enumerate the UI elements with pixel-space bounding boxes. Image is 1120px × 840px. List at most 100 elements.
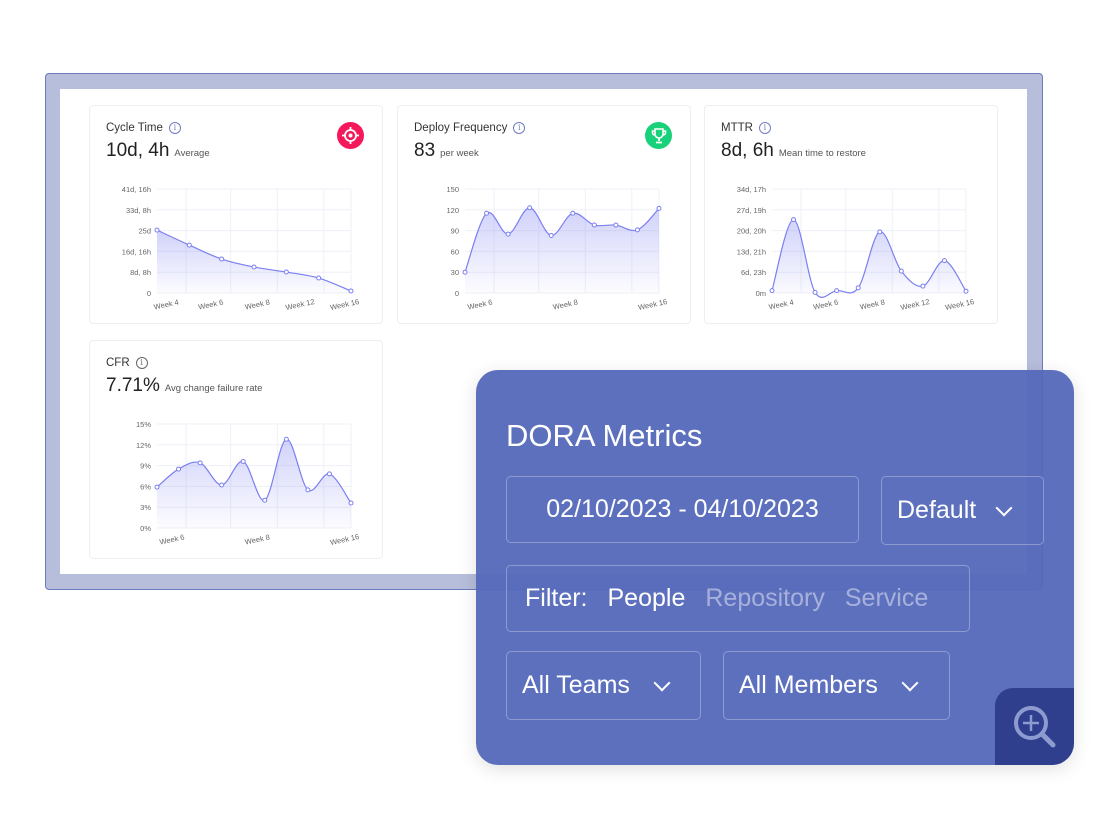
data-point	[326, 471, 332, 477]
card-value: 10d, 4h	[106, 140, 170, 161]
y-tick-label: 13d, 21h	[737, 247, 766, 256]
members-dropdown[interactable]: All Members	[723, 651, 950, 720]
card-subtitle: Avg change failure rate	[164, 383, 263, 394]
data-point	[570, 210, 576, 216]
data-point	[176, 466, 182, 472]
data-point	[262, 497, 268, 503]
card-title: Cycle Time	[106, 122, 163, 134]
data-point	[348, 500, 354, 506]
data-point	[484, 210, 490, 216]
data-point	[219, 256, 225, 262]
data-point	[527, 205, 533, 211]
card-mttr: MTTR i 8d, 6h Mean time to restore 0m 6d, 2…	[704, 105, 998, 324]
cycle-time-chart: 0 8d, 8h 16d, 16h 25d 33d, 8h 41d, 16h Week 4 W…	[122, 185, 360, 312]
filter-repository[interactable]: Repository	[705, 584, 825, 612]
data-point	[505, 231, 511, 237]
y-tick-label: 0	[147, 289, 151, 298]
deploy-frequency-chart: 0 30 60 90 120 150 Week 6 Week 8 Week 16	[446, 185, 668, 312]
series-line	[156, 438, 352, 504]
data-point	[855, 285, 861, 291]
preset-dropdown[interactable]: Default	[881, 476, 1044, 545]
area-fill	[465, 207, 659, 293]
data-point	[877, 229, 883, 235]
data-point	[898, 268, 904, 274]
data-point	[791, 217, 797, 223]
preset-value: Default	[897, 496, 977, 524]
data-point	[305, 487, 311, 493]
x-tick-label: Week 6	[812, 298, 839, 312]
x-tick-label: Week 8	[859, 298, 886, 312]
x-tick-label: Week 12	[285, 297, 316, 312]
y-tick-label: 6d, 23h	[741, 268, 766, 277]
data-point	[613, 222, 619, 228]
chevron-down-icon	[653, 674, 671, 691]
data-point	[197, 460, 203, 466]
date-range-value: 02/10/2023 - 04/10/2023	[546, 495, 819, 523]
y-tick-label: 12%	[136, 441, 151, 450]
y-tick-label: 0%	[140, 524, 151, 533]
y-tick-label: 9%	[140, 462, 151, 471]
data-point	[941, 258, 947, 264]
info-icon[interactable]: i	[135, 357, 148, 369]
target-icon	[337, 122, 364, 149]
y-tick-label: 20d, 20h	[737, 227, 766, 236]
data-point	[656, 205, 662, 211]
zoom-in-icon	[1013, 705, 1055, 747]
card-title: MTTR	[721, 122, 753, 134]
x-tick-label: Week 16	[944, 297, 975, 312]
data-point	[251, 264, 257, 270]
area-fill	[157, 230, 351, 293]
y-tick-label: 8d, 8h	[130, 268, 151, 277]
data-point	[283, 436, 289, 442]
x-tick-label: Week 4	[768, 298, 795, 312]
x-tick-label: Week 8	[244, 298, 271, 312]
data-point	[240, 458, 246, 464]
panel-title: DORA Metrics	[506, 418, 703, 453]
series-line	[464, 207, 660, 273]
card-cycle-time: Cycle Time i 10d, 4h Average 0 8d, 8h 16d, 1…	[89, 105, 383, 324]
info-icon[interactable]: i	[758, 122, 771, 134]
y-tick-label: 41d, 16h	[122, 185, 151, 194]
data-point	[283, 269, 289, 275]
chevron-down-icon	[995, 499, 1013, 516]
y-tick-label: 60	[451, 247, 459, 256]
filter-service[interactable]: Service	[844, 584, 929, 612]
y-tick-label: 150	[446, 185, 459, 194]
x-tick-label: Week 6	[467, 298, 494, 312]
card-value: 8d, 6h	[721, 140, 774, 161]
info-icon[interactable]: i	[168, 122, 181, 134]
y-tick-label: 0	[455, 289, 459, 298]
chevron-down-icon	[901, 674, 919, 691]
data-point	[812, 289, 818, 295]
filter-people[interactable]: People	[607, 584, 686, 612]
y-tick-label: 27d, 19h	[737, 206, 766, 215]
y-tick-label: 120	[446, 206, 459, 215]
y-tick-label: 30	[451, 268, 459, 277]
x-tick-label: Week 4	[153, 298, 180, 312]
card-subtitle: per week	[440, 148, 479, 159]
data-point	[462, 269, 468, 275]
data-point	[591, 222, 597, 228]
x-tick-label: Week 12	[900, 297, 931, 312]
card-subtitle: Mean time to restore	[778, 148, 866, 159]
y-tick-label: 34d, 17h	[737, 185, 766, 194]
y-tick-label: 90	[451, 227, 459, 236]
data-point	[834, 288, 840, 294]
x-tick-label: Week 8	[552, 298, 579, 312]
data-point	[548, 232, 554, 238]
data-point	[769, 288, 775, 294]
cfr-chart: 0% 3% 6% 9% 12% 15% Week 6 Week 8 Week 16	[136, 420, 360, 547]
date-range-picker[interactable]: 02/10/2023 - 04/10/2023	[506, 476, 859, 543]
info-icon[interactable]: i	[513, 122, 526, 134]
y-tick-label: 16d, 16h	[122, 247, 151, 256]
zoom-in-button[interactable]	[995, 688, 1074, 765]
data-point	[154, 227, 160, 233]
data-point	[154, 484, 160, 490]
card-deploy-frequency: Deploy Frequency i 83 per week 0 30 60 90 120 1…	[397, 105, 691, 324]
mttr-chart: 0m 6d, 23h 13d, 21h 20d, 20h 27d, 19h 34d, 17…	[737, 185, 975, 312]
card-subtitle: Average	[174, 148, 210, 159]
x-tick-label: Week 6	[197, 298, 224, 312]
x-tick-label: Week 8	[244, 533, 271, 547]
x-tick-label: Week 16	[329, 297, 360, 312]
teams-dropdown[interactable]: All Teams	[506, 651, 701, 720]
